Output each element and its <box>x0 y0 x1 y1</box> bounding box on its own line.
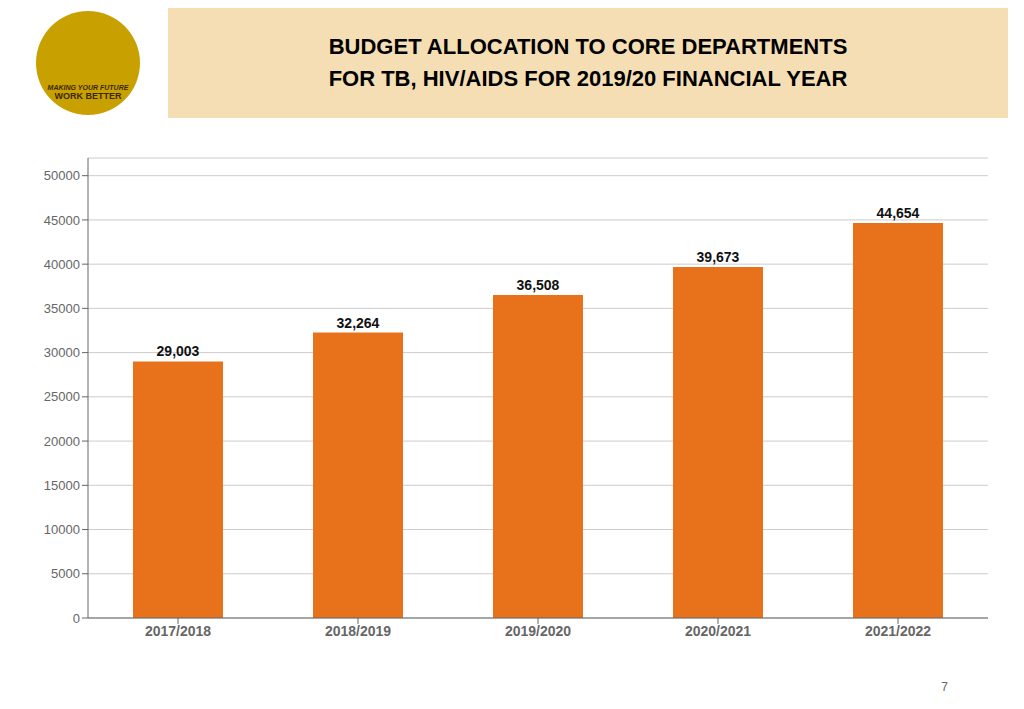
svg-text:29,003: 29,003 <box>157 343 200 359</box>
html-text:WORK BETTER: WORK BETTER <box>54 91 122 101</box>
html-text:FOR TB, HIV/AIDS FOR 2019/20 F: FOR TB, HIV/AIDS FOR 2019/20 FINANCIAL Y… <box>328 66 848 91</box>
html-text:BUDGET ALLOCATION TO CORE DEPA: BUDGET ALLOCATION TO CORE DEPARTMENTS <box>328 34 848 59</box>
svg-text:50000: 50000 <box>44 168 80 183</box>
svg-text:45000: 45000 <box>44 213 80 228</box>
html-text:7: 7 <box>941 680 948 694</box>
svg-text:2021/2022: 2021/2022 <box>865 623 931 639</box>
svg-text:39,673: 39,673 <box>697 249 740 265</box>
svg-text:2018/2019: 2018/2019 <box>325 623 391 639</box>
svg-text:36,508: 36,508 <box>517 277 560 293</box>
html-text:MAKING YOUR FUTURE: MAKING YOUR FUTURE <box>47 84 129 91</box>
svg-text:2017/2018: 2017/2018 <box>145 623 211 639</box>
svg-text:40000: 40000 <box>44 257 80 272</box>
svg-text:2020/2021: 2020/2021 <box>685 623 751 639</box>
svg-text:35000: 35000 <box>44 301 80 316</box>
svg-text:20000: 20000 <box>44 434 80 449</box>
svg-text:30000: 30000 <box>44 345 80 360</box>
svg-text:25000: 25000 <box>44 389 80 404</box>
svg-text:2019/2020: 2019/2020 <box>505 623 571 639</box>
svg-text:15000: 15000 <box>44 478 80 493</box>
svg-text:44,654: 44,654 <box>877 205 920 221</box>
svg-text:10000: 10000 <box>44 522 80 537</box>
svg-text:5000: 5000 <box>51 566 80 581</box>
svg-text:0: 0 <box>73 611 80 626</box>
svg-text:32,264: 32,264 <box>337 315 380 331</box>
